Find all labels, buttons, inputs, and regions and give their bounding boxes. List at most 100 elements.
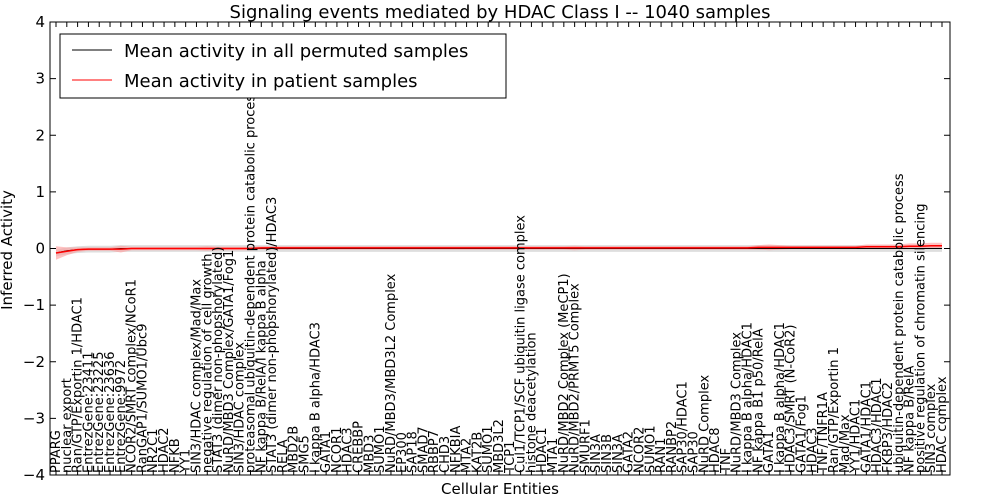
legend-label-patient: Mean activity in patient samples (124, 71, 418, 92)
x-tick-label: PPARG (49, 430, 64, 473)
x-tick-label: SMG5 (298, 435, 313, 473)
x-tick-label: SMURF1 (578, 419, 593, 473)
x-tick-label: SIN3B (600, 434, 615, 473)
x-tick-label: CHD3 (438, 436, 453, 473)
x-tick-label: RanGAP1/SUMO1/Ubc9 (135, 324, 150, 473)
legend: Mean activity in all permuted samples Me… (59, 33, 507, 99)
x-tick-label: MTA2 (460, 438, 475, 473)
legend-label-permuted: Mean activity in all permuted samples (124, 41, 468, 62)
x-tick-label: CREBBP (352, 421, 367, 473)
y-tick-label: 4 (35, 13, 45, 31)
x-tick-label: SAP30/HDAC1 (676, 381, 691, 473)
x-tick-label: EP300 (395, 432, 410, 473)
y-tick-label: 1 (35, 183, 45, 201)
y-axis-label: Inferred Activity (0, 190, 16, 310)
x-tick-label: FKBP3/HDAC2 (881, 382, 896, 473)
x-tick-label: I kappa B alpha/HDAC1 (741, 322, 756, 473)
x-tick-label: SIN3A (589, 434, 604, 473)
x-tick-label: SUMO1 (643, 426, 658, 474)
x-tick-label: SAP18 (406, 431, 421, 473)
x-tick-label: STAT3 (dimer non-phopshorylated)/HDAC3 (265, 197, 280, 473)
x-axis-label: Cellular Entities (441, 480, 559, 498)
x-tick-label: NF kappa B/RelA (903, 365, 918, 473)
y-tick-label: −4 (23, 466, 45, 484)
x-tick-label: GATA1 (762, 431, 777, 473)
x-tick-label: I kappa B alpha/HDAC3 (308, 322, 323, 473)
x-tick-label: HDAC8 (708, 427, 723, 473)
x-tick-label: NCOR2/SMRT complex/NCoR1 (125, 279, 140, 473)
x-tick-label: NR2C1 (146, 429, 161, 473)
x-tick-label: Cul1/TCP1/SCF ubiquitin ligase complex (514, 215, 529, 473)
y-tick-label: 0 (35, 240, 45, 258)
x-tick-label: HDAC3/SMRT (N-CoR2) (784, 325, 799, 473)
x-tick-label: I kappa B alpha/HDAC1 (773, 322, 788, 473)
x-tick-label: RBBP7 (427, 430, 442, 473)
x-tick-label: nuclear export (60, 378, 75, 473)
x-tick-label: Ran/GTP/Exportin 1 (827, 347, 842, 473)
x-tick-label: MBD2B (287, 426, 302, 473)
x-tick-label: TNF/TNFR1A (816, 392, 831, 474)
x-tick-label: NCOR2 (633, 427, 648, 473)
x-tick-label: GATA2 (622, 431, 637, 473)
chart-title: Signaling events mediated by HDAC Class … (230, 2, 771, 23)
x-tick-label: SUMO1 (481, 426, 496, 474)
x-tick-label: SAP30 (687, 431, 702, 473)
x-tick-label: NCOR1 (330, 427, 345, 473)
x-tick-label: MBD3 (362, 435, 377, 473)
x-tick-label: GATA1/Fog1 (795, 395, 810, 473)
plot-frame (49, 21, 951, 476)
x-tick-label: YY1 (179, 449, 194, 474)
x-tick-label: EntrezGene:9972 (114, 360, 129, 473)
x-tick-label: HDAC1 (535, 427, 550, 473)
x-tick-label: HDAC3 (341, 427, 356, 473)
x-tick-label: TCP1 (503, 441, 518, 474)
x-tick-label: SIN3A (611, 434, 626, 473)
x-tick-label: RAN1 (654, 438, 669, 473)
patient-mean-line (55, 244, 942, 254)
x-tick-label: RANBP2 (665, 421, 680, 473)
x-tick-label: GATA1 (319, 431, 334, 473)
x-tick-label: HDAC2 (157, 427, 172, 473)
y-tick-label: −3 (23, 409, 45, 427)
x-tick-label: NuRD/MBD3/MBD3L2 Complex (384, 273, 399, 473)
x-tick-label: MTA1 (546, 438, 561, 473)
x-tick-label: NFKBIA (449, 426, 464, 473)
x-tick-label: NFKB (168, 438, 183, 473)
x-tick-label: Mad/Max (838, 414, 853, 473)
x-tick-label: HDAC3 (805, 427, 820, 473)
x-tick-label: SMAD7 (416, 426, 431, 473)
x-tick-label: positive regulation of chromatin silenci… (913, 203, 928, 473)
x-tick-label: NuRD Complex (697, 375, 712, 473)
x-tick-label: SIN3 complex (924, 383, 939, 473)
y-tick-label: 3 (35, 70, 45, 88)
x-tick-label: negative regulation of cell growth (200, 253, 215, 473)
x-tick-label: HDAC3/HDAC1 (870, 377, 885, 473)
x-tick-label: NuRD/MBD3 Complex (730, 332, 745, 473)
patient-spread-band (56, 242, 942, 260)
legend-box (59, 33, 507, 99)
x-tick-label: NuRD/MBD2 Complex (MeCP1) (557, 273, 572, 473)
x-tick-label: STAT3 (dimer non-phopshorylated) (211, 247, 226, 473)
y-tick-label: −2 (23, 353, 45, 371)
x-tick-label: SUMO1 (373, 426, 388, 474)
x-tick-label: GATA1/HDAC1 (859, 381, 874, 473)
x-tick-label: Ran/GTP/Exportin 1/HDAC1 (71, 297, 86, 473)
x-tick-label: proteasomal ubiquitin-dependent protein … (244, 88, 259, 473)
x-tick-label: NF kappa B/RelA/I kappa B alpha (254, 260, 269, 473)
x-tick-label: EntrezGene:23225 (92, 352, 107, 473)
x-tick-label: YY1/HDAC1 (849, 399, 864, 474)
x-tick-label: TNF (719, 448, 734, 474)
x-tick-label: EntrezGene:23636 (103, 352, 118, 473)
x-tick-label: HDAC complex (935, 376, 950, 473)
x-tick-label: KAT2B (470, 432, 485, 473)
x-tick-label: NuRD/MBD3 Complex/GATA1/Fog1 (222, 250, 237, 473)
x-tick-label: MBD3L2 (492, 419, 507, 473)
x-tick-label: NuRD/MBD2/PRMT5 Complex (568, 283, 583, 473)
x-tick-label: SIN3/HDAC complex (233, 342, 248, 473)
x-tick-label: NF kappa B1 p50/RelA (751, 328, 766, 473)
x-tick-label: EntrezGene:23411 (81, 352, 96, 473)
y-tick-label: −1 (23, 296, 45, 314)
x-tick-label: ubiquitin-dependent protein catabolic pr… (892, 173, 907, 473)
